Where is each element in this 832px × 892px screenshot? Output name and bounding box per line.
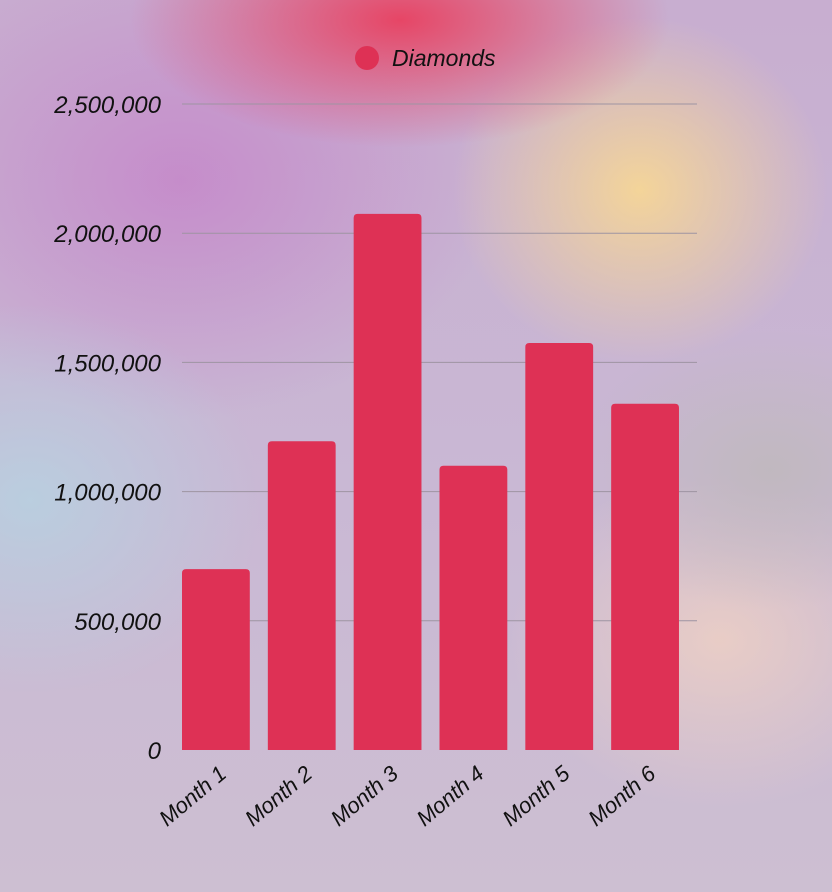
- bar-month-5: [525, 343, 594, 750]
- x-tick-label: Month 1: [154, 761, 231, 831]
- x-tick-label: Month 6: [583, 760, 661, 831]
- bars: [182, 213, 679, 750]
- y-tick-label: 1,500,000: [54, 350, 161, 377]
- bar-month-1: [182, 569, 250, 750]
- x-tick-label: Month 2: [240, 761, 317, 831]
- legend-label-diamonds: Diamonds: [392, 45, 496, 71]
- y-tick-label: 0: [148, 738, 162, 765]
- x-tick-label: Month 3: [326, 760, 404, 831]
- bar-month-6: [611, 403, 679, 750]
- y-axis-ticks: 0 500,000 1,000,000 1,500,000 2,000,000 2,500…: [53, 92, 161, 765]
- x-tick-label: Month 5: [497, 760, 575, 831]
- y-tick-label: 2,000,000: [53, 221, 161, 248]
- y-tick-label: 2,500,000: [53, 92, 161, 119]
- x-axis-ticks: Month 1 Month 2 Month 3 Month 4 Month 5 Month…: [154, 760, 661, 831]
- bar-month-3: [353, 213, 422, 750]
- y-tick-label: 500,000: [74, 609, 161, 636]
- bar-month-2: [267, 441, 336, 750]
- legend: Diamonds: [355, 45, 496, 71]
- legend-swatch-diamonds: [355, 46, 379, 70]
- x-tick-label: Month 4: [412, 761, 489, 831]
- y-tick-label: 1,000,000: [54, 480, 161, 507]
- bar-month-4: [439, 465, 508, 750]
